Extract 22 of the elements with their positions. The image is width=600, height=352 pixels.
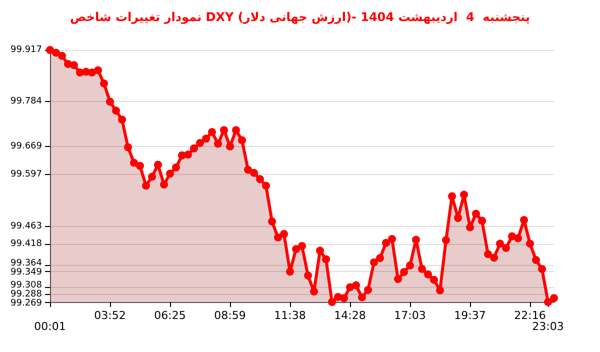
y-tick-label: 99.418 <box>10 239 42 250</box>
y-tick-label: 99.288 <box>10 289 42 300</box>
x-tick-label: 08:59 <box>214 309 246 322</box>
y-tick-label: 99.784 <box>10 96 42 107</box>
x-tick-label: 17:03 <box>394 309 426 322</box>
x-tick-label: 00:01 <box>34 320 66 333</box>
x-tick-label: 19:37 <box>454 309 486 322</box>
x-tick-label: 14:28 <box>334 309 366 322</box>
x-tick-label: 06:25 <box>154 309 186 322</box>
x-tick-label: 23:03 <box>532 320 564 333</box>
x-tick-label: 03:52 <box>94 309 126 322</box>
y-tick-label: 99.463 <box>10 222 42 232</box>
x-tick-label: 22:16 <box>514 309 546 322</box>
y-tick-label: 99.349 <box>10 267 42 278</box>
y-tick-label: 99.669 <box>10 141 42 152</box>
y-tick-label: 99.364 <box>10 258 42 268</box>
x-tick-label: 11:38 <box>274 309 306 322</box>
y-tick-label: 99.269 <box>10 298 42 308</box>
y-tick-label: 99.597 <box>10 169 42 180</box>
y-tick-label: 99.917 <box>10 45 42 55</box>
y-tick-label: 99.308 <box>10 280 42 290</box>
chart-title: نمودار تغییرات شاخص DXY (ارزش جهانی دلار)- پنجشنبه 4 اردیبهشت 1404 <box>70 10 530 24</box>
